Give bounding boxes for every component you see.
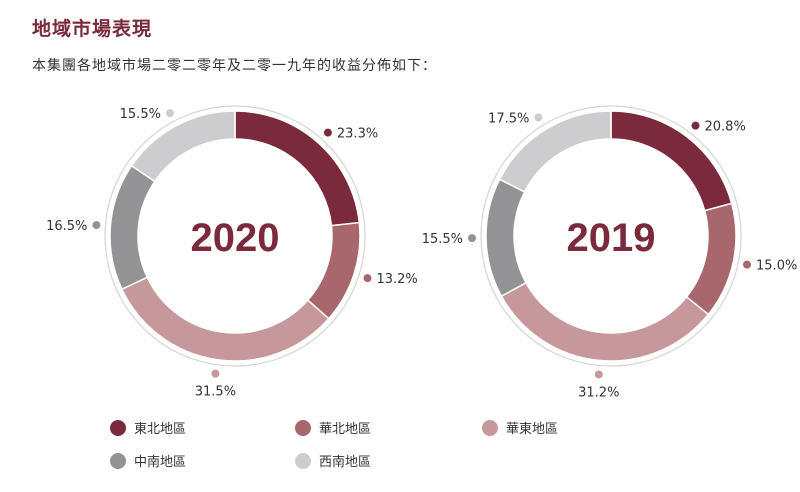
value-label-central-south: 15.5% [422,232,463,247]
label-dot-central-south [92,221,101,230]
legend-swatch-south-west [295,452,311,469]
value-label-east: 31.5% [195,385,236,400]
page-subtitle: 本集團各地域市場二零二零年及二零一九年的收益分佈如下： [32,58,437,74]
legend-swatch-north [295,419,311,436]
slice-south-west [130,110,236,183]
slice-east [500,281,710,362]
donut-chart-2020: 23.3% 13.2% 31.5% 16.5% 15.5% 2020 [46,105,418,400]
slice-central-south [109,164,156,291]
slice-north [306,221,361,320]
label-dot-north [743,260,752,269]
legend-label: 華東地區 [506,422,559,437]
legend-swatch-central-south [110,452,126,469]
legend-item-east-north: 東北地區 [110,418,186,437]
label-dot-north [363,274,372,283]
label-dot-east [211,369,220,378]
label-dot-east-north [323,128,332,137]
legend-item-north: 華北地區 [295,418,371,437]
value-label-east: 31.2% [578,385,619,400]
year-label: 2019 [567,216,656,260]
value-label-north: 15.0% [756,259,797,274]
legend-label: 華北地區 [319,422,372,437]
year-label: 2020 [191,216,280,260]
legend-swatch-east [482,419,498,436]
label-dot-south-west [534,113,543,122]
label-dot-east [594,370,603,379]
legend: 東北地區 華北地區 華東地區 中南地區 西南地區 [110,418,770,478]
slice-central-south [485,178,528,298]
legend-swatch-east-north [110,419,126,436]
legend-item-central-south: 中南地區 [110,451,186,470]
value-label-central-south: 16.5% [46,219,87,234]
outer-ring [480,105,742,367]
value-label-south-west: 15.5% [120,107,161,122]
donut-chart-2019: 20.8% 15.0% 31.2% 15.5% 17.5% 2019 [422,105,797,400]
label-dot-central-south [468,234,477,243]
value-label-east-north: 20.8% [705,120,746,135]
outer-ring [104,105,366,367]
slice-south-west [498,110,612,193]
legend-label: 西南地區 [319,455,372,470]
value-label-north: 13.2% [376,272,417,287]
label-dot-east-north [691,121,700,130]
legend-item-south-west: 西南地區 [295,451,371,470]
legend-item-east: 華東地區 [482,418,558,437]
slice-east [120,276,330,362]
page-title: 地域市場表現 [32,18,153,40]
legend-label: 東北地區 [134,422,187,437]
slice-north [685,202,737,316]
value-label-east-north: 23.3% [337,127,378,142]
legend-label: 中南地區 [134,455,187,470]
value-label-south-west: 17.5% [488,111,529,126]
label-dot-south-west [165,109,174,118]
